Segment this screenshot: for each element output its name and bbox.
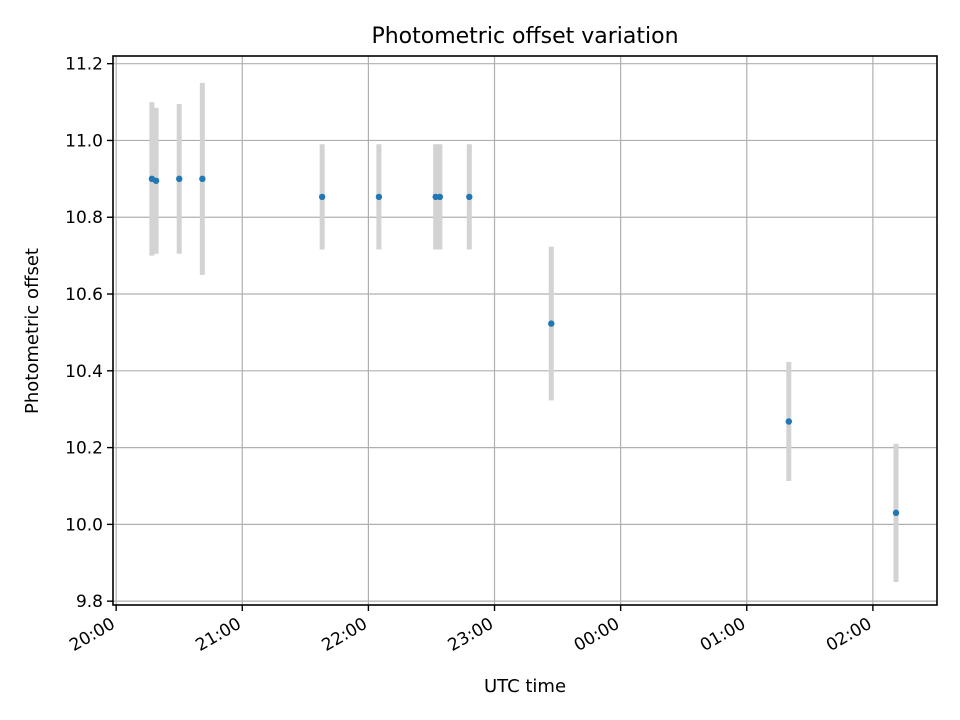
data-point xyxy=(892,509,900,517)
data-point xyxy=(466,193,473,201)
y-tick-label: 11.2 xyxy=(65,55,103,75)
data-point xyxy=(436,193,444,201)
data-point xyxy=(375,193,383,201)
y-tick-label: 10.4 xyxy=(65,362,103,382)
axes-frame xyxy=(112,55,938,606)
data-point xyxy=(785,418,793,425)
data-point xyxy=(318,193,326,201)
y-axis-label: Photometric offset xyxy=(22,248,43,414)
y-tick-label: 10.8 xyxy=(65,208,103,228)
data-point xyxy=(152,177,160,184)
x-axis-label: UTC time xyxy=(484,676,566,697)
y-tick-label: 10.2 xyxy=(65,439,103,459)
y-tick-label: 10.6 xyxy=(65,285,103,305)
chart-title: Photometric offset variation xyxy=(371,24,678,49)
y-tick-label: 9.8 xyxy=(76,592,103,612)
data-point xyxy=(199,175,206,183)
data-point xyxy=(548,320,555,327)
data-point xyxy=(176,175,183,183)
y-tick-label: 10.0 xyxy=(65,515,103,535)
y-tick-label: 11.0 xyxy=(65,131,103,151)
